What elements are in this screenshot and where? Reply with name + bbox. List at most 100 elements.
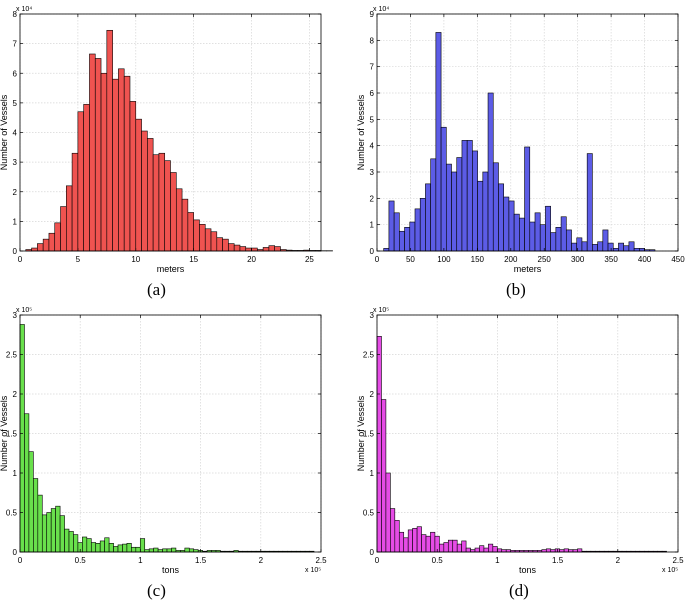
histogram-bar	[513, 213, 520, 252]
histogram-bar	[108, 543, 114, 553]
y-tick-label: 2.5	[363, 351, 375, 360]
histogram-bar	[90, 542, 97, 553]
histogram-bar	[37, 243, 44, 252]
histogram-bar	[492, 162, 499, 252]
histogram-bar	[24, 413, 30, 553]
histogram-bar	[228, 243, 235, 252]
histogram-bar	[268, 245, 275, 252]
histogram-bar	[175, 188, 183, 252]
x-tick-label: 2	[616, 556, 621, 565]
histogram-bar	[447, 539, 454, 553]
histogram-bar	[135, 546, 141, 553]
histogram-bar	[28, 451, 34, 553]
histogram-bar	[524, 146, 531, 252]
histogram-bar	[54, 222, 61, 252]
histogram-bar	[129, 101, 137, 252]
histogram-bar	[210, 231, 218, 252]
histogram-bar	[141, 130, 148, 252]
histogram-bar	[46, 512, 52, 553]
histogram-bar	[187, 212, 194, 252]
histogram-bar	[398, 531, 405, 553]
y-tick-label: 1.5	[363, 430, 375, 439]
histogram-bar	[545, 548, 552, 553]
histogram-bar	[479, 545, 485, 553]
y-tick-label: 2	[370, 194, 375, 203]
x-tick-label: 0	[18, 556, 23, 565]
y-tick-label: 4	[13, 129, 18, 138]
x-tick-label: 25	[305, 255, 314, 264]
histogram-bar	[262, 247, 270, 252]
histogram-bar	[586, 153, 593, 252]
x-tick-label: 0	[18, 255, 23, 264]
axes-frame	[376, 13, 679, 252]
histogram-bar	[181, 198, 189, 252]
histogram-bar	[498, 183, 504, 252]
y-tick-label: 1.5	[6, 430, 18, 439]
histogram-bar	[425, 183, 431, 252]
y-multiplier: x 10⁴	[373, 6, 389, 13]
histogram-bar	[412, 527, 418, 553]
y-tick-label: 6	[370, 89, 375, 98]
histogram-bar	[399, 230, 405, 252]
histogram-bar	[89, 53, 96, 252]
histogram-bar	[563, 548, 569, 553]
histogram-bar	[461, 140, 468, 252]
histogram-bar	[394, 520, 400, 553]
histogram-bar	[104, 537, 110, 553]
x-axis-label: tons	[519, 565, 537, 575]
x-tick-label: 200	[504, 255, 518, 264]
histogram-bar	[487, 92, 494, 252]
histogram-bar	[456, 157, 463, 252]
histogram-bar	[170, 172, 177, 252]
y-multiplier: x 10⁵	[16, 307, 32, 314]
histogram-bar	[419, 198, 426, 252]
histogram-bar	[166, 548, 172, 553]
histogram-bar	[416, 526, 422, 553]
histogram-bar	[123, 75, 131, 252]
y-tick-label: 0	[370, 247, 375, 256]
caption-b: (b)	[506, 280, 526, 299]
histogram-bar	[68, 531, 74, 553]
x-tick-label: 2.5	[672, 556, 684, 565]
x-tick-label: 50	[406, 255, 415, 264]
x-tick-label: 250	[538, 255, 552, 264]
histogram-bar	[474, 547, 480, 553]
histogram-bar	[148, 548, 154, 553]
y-tick-label: 8	[13, 10, 18, 19]
histogram-bar	[385, 472, 391, 553]
x-axis-label: meters	[157, 264, 185, 274]
histogram-bar	[607, 242, 614, 252]
x-tick-label: 1.5	[552, 556, 564, 565]
histogram-bar	[492, 546, 498, 553]
histogram-bar	[409, 221, 416, 252]
y-tick-label: 2	[370, 390, 375, 399]
histogram-bar	[135, 118, 142, 252]
histogram-bar	[131, 546, 137, 553]
histogram-bar	[393, 212, 400, 252]
x-tick-label: 450	[671, 255, 685, 264]
y-axis-label: Number of Vessels	[0, 94, 9, 170]
histogram-bar	[95, 543, 101, 553]
histogram-bar	[73, 534, 79, 553]
histogram-bar	[112, 78, 119, 252]
histogram-bar	[482, 171, 489, 252]
histogram-bar	[162, 548, 168, 553]
histogram-bar	[597, 241, 604, 252]
x-tick-label: 400	[638, 255, 652, 264]
histogram-bar	[251, 247, 258, 252]
x-tick-label: 0.5	[432, 556, 444, 565]
histogram-bar	[529, 221, 536, 252]
x-tick-label: 1.5	[195, 556, 207, 565]
x-multiplier: x 10⁵	[662, 567, 678, 574]
histogram-bar	[239, 246, 247, 252]
histogram-bar	[33, 478, 39, 553]
histogram-bar	[99, 540, 105, 553]
histogram-bar	[435, 32, 442, 252]
histogram-bar	[71, 152, 79, 252]
histogram-bar	[425, 535, 431, 553]
histogram-bar	[31, 247, 38, 252]
histogram-bar	[122, 543, 128, 553]
histogram-bar	[64, 528, 70, 553]
y-multiplier: x 10⁵	[373, 307, 389, 314]
